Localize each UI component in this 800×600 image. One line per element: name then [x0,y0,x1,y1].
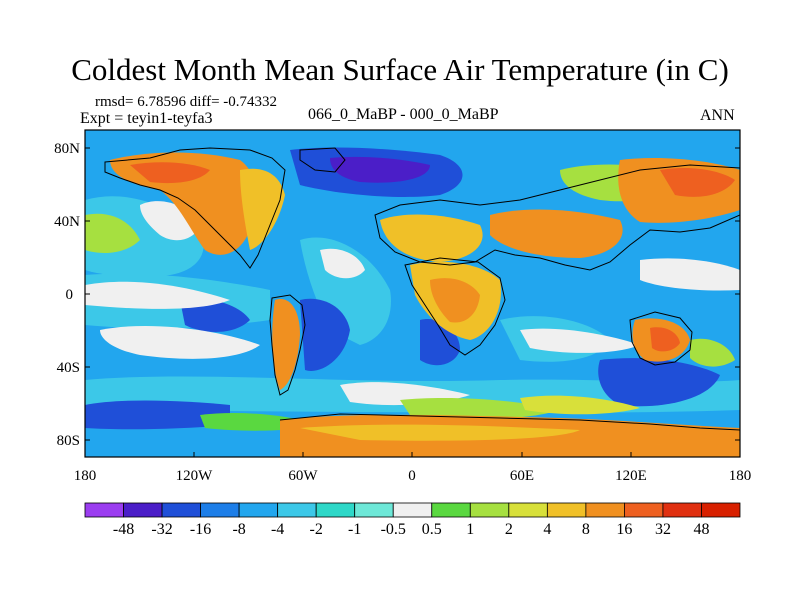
colorbar-swatch [546,502,587,518]
coast-antarctica [279,413,740,431]
map-title: Coldest Month Mean Surface Air Temperatu… [71,52,729,87]
center-subtitle: 066_0_MaBP - 000_0_MaBP [308,106,499,123]
coast-greenland [299,147,346,173]
colorbar-swatch [701,502,741,518]
colorbar-swatch [277,502,317,518]
colorbar-swatch [392,502,433,518]
coast-north-america [104,147,286,269]
cyan-atlantic [300,237,391,345]
colorbar-swatch [84,502,124,518]
deep-blue-south-pacific [598,358,720,407]
orange-africa-core [430,278,480,323]
colorbar [84,502,741,518]
white-east-pacific [640,258,740,291]
colorbar-label: -32 [151,521,172,538]
colorbar-label: -0.5 [381,521,406,538]
orange-central-asia [490,209,623,258]
colorbar-label: 0.5 [422,521,442,538]
coast-africa [404,257,506,356]
gold-north-america [240,168,285,250]
colorbar-swatch [161,502,201,518]
coastlines [104,147,740,431]
colorbar-swatch [585,502,625,518]
colorbar-swatch [469,502,510,518]
colorbar-swatch [508,502,548,518]
colorbar-label: -1 [348,521,361,538]
green-north-pacific [85,213,140,253]
longitude-label: 0 [408,468,416,484]
longitude-label: 180 [729,468,752,484]
experiment-label: Expt = teyin1-teyfa3 [80,110,213,127]
colorbar-label: 4 [543,521,551,538]
colorbar-swatch [315,502,356,518]
colorbar-swatch [123,502,163,518]
colorbar-label: 32 [655,521,671,538]
latitude-label: 40S [57,360,80,376]
colorbar-label: -2 [310,521,323,538]
latitude-label: 40N [54,214,80,230]
colorbar-label: 48 [693,521,709,538]
stats-line: rmsd= 6.78596 diff= -0.74332 [95,94,278,110]
colorbar-swatch [238,502,279,518]
longitude-label: 60E [510,468,534,484]
coast-australia [629,311,693,366]
temperature-field [85,147,740,457]
green-south-ocean [400,398,560,420]
longitude-label: 120E [615,468,647,484]
deep-blue-south-america [300,298,350,371]
red-orange-siberia [660,168,735,197]
colorbar-label: -16 [190,521,211,538]
orange-south-america [272,299,300,390]
colorbar-label: 8 [582,521,590,538]
coast-eurasia [374,164,740,271]
coast-south-america [269,294,306,396]
violet-blue-arctic-core [330,156,430,183]
latitude-label: 0 [66,287,74,303]
longitude-label: 60W [288,468,318,484]
longitude-label: 120W [176,468,214,484]
green-australia-east [690,338,735,367]
white-south-pacific [100,325,260,359]
colorbar-label: 16 [616,521,632,538]
colorbar-label: 2 [505,521,513,538]
colorbar-swatch [431,502,471,518]
latitude-axis: 80N 40N 0 40S 80S [54,141,80,449]
colorbar-label: -48 [113,521,134,538]
gold-antarctica [300,424,580,441]
season-label: ANN [700,107,735,124]
deep-blue-south-ocean [85,400,230,430]
colorbar-swatch [354,502,394,518]
white-indian [520,328,640,353]
latitude-label: 80N [54,141,80,157]
colorbar-labels: -48 -32 -16 -8 -4 -2 -1 -0.5 0.5 1 2 4 8 16 32 48 [113,521,710,538]
axis-ticks [85,147,740,457]
red-orange-north-america [130,162,210,184]
colorbar-swatch [200,502,240,518]
gold-europe [380,214,483,262]
colorbar-swatch [624,502,664,518]
latitude-label: 80S [57,433,80,449]
red-orange-australia-core [650,327,680,352]
longitude-axis: 180 120W 60W 0 60E 120E 180 [74,468,752,484]
colorbar-label: -4 [271,521,284,538]
colorbar-swatch [662,502,702,518]
colorbar-label: -8 [232,521,245,538]
yellow-south-ocean [520,395,640,415]
white-tropical [85,281,230,309]
colorbar-label: 1 [466,521,474,538]
longitude-label: 180 [74,468,97,484]
white-atlantic [320,248,365,279]
